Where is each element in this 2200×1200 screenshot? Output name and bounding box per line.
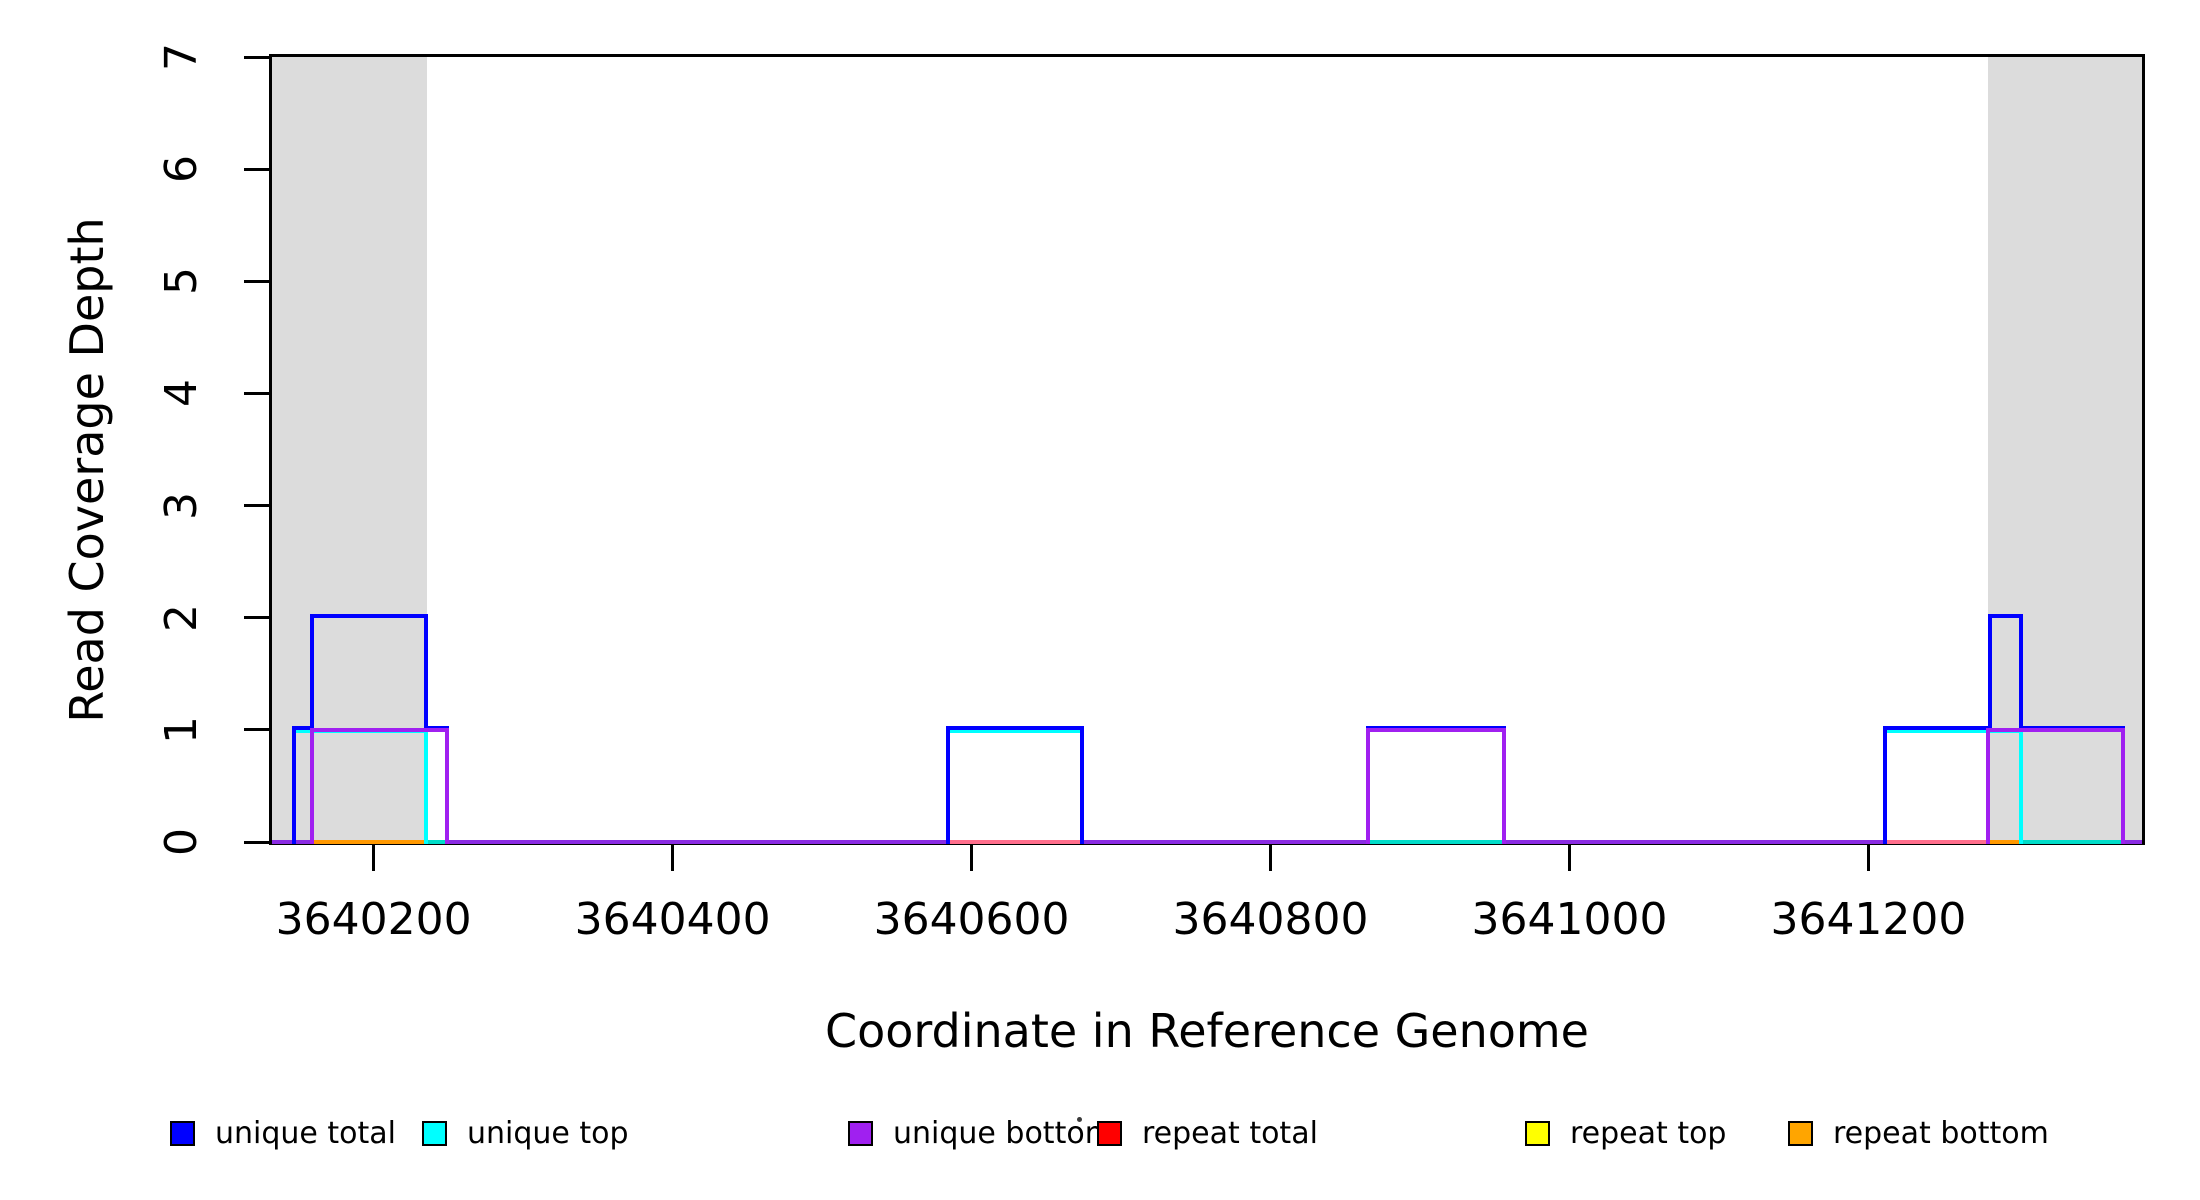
x-tick-label: 3640200 bbox=[275, 894, 472, 945]
legend-swatch-repeat-top bbox=[1525, 1121, 1550, 1146]
legend-label: unique bottom bbox=[893, 1116, 1114, 1151]
x-tick-label: 3640800 bbox=[1172, 894, 1369, 945]
legend-swatch-unique-bottom bbox=[848, 1121, 873, 1146]
y-tick bbox=[244, 840, 272, 844]
legend-swatch-repeat-bottom bbox=[1788, 1121, 1813, 1146]
step-segment-unique-bottom bbox=[1986, 728, 2125, 733]
step-riser-unique-bottom bbox=[444, 727, 449, 844]
y-tick-label: 4 bbox=[155, 379, 207, 408]
baseline-segment bbox=[1082, 840, 1368, 844]
y-tick-label: 1 bbox=[155, 715, 207, 744]
legend-label: repeat top bbox=[1570, 1116, 1727, 1151]
x-tick-label: 3640600 bbox=[873, 894, 1070, 945]
step-riser-unique-bottom bbox=[1501, 727, 1506, 844]
baseline-segment bbox=[1367, 840, 1504, 844]
legend-swatch-unique-top bbox=[422, 1121, 447, 1146]
plot-box-border bbox=[269, 54, 2145, 845]
x-tick bbox=[1567, 845, 1571, 871]
step-segment-unique-total bbox=[292, 726, 315, 731]
y-tick-label: 5 bbox=[155, 267, 207, 296]
y-tick bbox=[244, 504, 272, 508]
x-tick bbox=[1866, 845, 1870, 871]
y-tick-label: 2 bbox=[155, 603, 207, 632]
step-segment-unique-top bbox=[1882, 729, 2023, 734]
y-tick bbox=[244, 55, 272, 59]
y-axis-title: Read Coverage Depth bbox=[60, 217, 114, 723]
y-tick-label: 0 bbox=[155, 828, 207, 856]
legend-swatch-unique-total bbox=[170, 1121, 195, 1146]
step-segment-unique-bottom bbox=[1365, 728, 1506, 733]
step-riser-unique-bottom bbox=[1986, 727, 1991, 844]
step-segment-unique-bottom bbox=[310, 728, 449, 733]
y-tick bbox=[244, 279, 272, 283]
baseline-segment bbox=[2122, 840, 2142, 844]
shaded-repeat-region bbox=[272, 57, 428, 842]
step-riser-unique-bottom bbox=[310, 727, 315, 844]
step-riser-unique-total bbox=[945, 727, 950, 844]
step-riser-unique-total bbox=[1080, 727, 1085, 844]
y-tick-label: 7 bbox=[155, 43, 207, 71]
baseline-segment bbox=[1988, 840, 2021, 844]
x-tick-label: 3641200 bbox=[1770, 894, 1967, 945]
legend: unique total unique top unique bottom repea… bbox=[0, 1100, 2200, 1170]
step-segment-unique-top bbox=[945, 729, 1085, 734]
step-riser-unique-total bbox=[2018, 615, 2023, 732]
step-riser-unique-total bbox=[1987, 615, 1992, 732]
baseline-segment bbox=[2020, 840, 2123, 844]
step-riser-unique-top bbox=[423, 727, 428, 844]
x-tick bbox=[671, 845, 675, 871]
x-tick bbox=[372, 845, 376, 871]
step-riser-unique-top bbox=[2018, 727, 2023, 844]
baseline-segment bbox=[1884, 840, 1989, 844]
legend-swatch-repeat-total bbox=[1097, 1121, 1122, 1146]
y-tick bbox=[244, 391, 272, 395]
baseline-segment bbox=[446, 840, 948, 844]
step-riser-unique-total bbox=[292, 727, 297, 844]
step-segment-unique-total bbox=[945, 726, 1085, 731]
step-segment-unique-total bbox=[1882, 726, 1992, 731]
x-tick-label: 3641000 bbox=[1471, 894, 1668, 945]
step-riser-unique-total bbox=[423, 615, 428, 732]
stray-dot bbox=[1077, 1117, 1082, 1122]
x-tick bbox=[970, 845, 974, 871]
shaded-repeat-region bbox=[1988, 57, 2142, 842]
step-segment-unique-total bbox=[310, 614, 428, 619]
step-segment-unique-total bbox=[1987, 614, 2023, 619]
x-tick-label: 3640400 bbox=[574, 894, 771, 945]
step-riser-unique-total bbox=[310, 615, 315, 732]
y-tick bbox=[244, 167, 272, 171]
legend-label: unique top bbox=[467, 1116, 629, 1151]
step-riser-unique-bottom bbox=[2120, 727, 2125, 844]
step-riser-unique-total bbox=[1882, 727, 1887, 844]
legend-label: repeat total bbox=[1142, 1116, 1318, 1151]
y-tick-label: 6 bbox=[155, 155, 207, 184]
step-riser-unique-bottom bbox=[1365, 727, 1370, 844]
y-tick-label: 3 bbox=[155, 491, 207, 520]
legend-label: unique total bbox=[215, 1116, 397, 1151]
baseline-segment bbox=[1503, 840, 1885, 844]
y-tick bbox=[244, 728, 272, 732]
baseline-segment bbox=[947, 840, 1083, 844]
legend-label: repeat bottom bbox=[1833, 1116, 2049, 1151]
baseline-segment bbox=[425, 840, 447, 844]
x-tick bbox=[1269, 845, 1273, 871]
baseline-segment bbox=[272, 840, 313, 844]
baseline-segment bbox=[312, 840, 426, 844]
x-axis-title: Coordinate in Reference Genome bbox=[825, 1004, 1589, 1058]
y-tick bbox=[244, 616, 272, 620]
